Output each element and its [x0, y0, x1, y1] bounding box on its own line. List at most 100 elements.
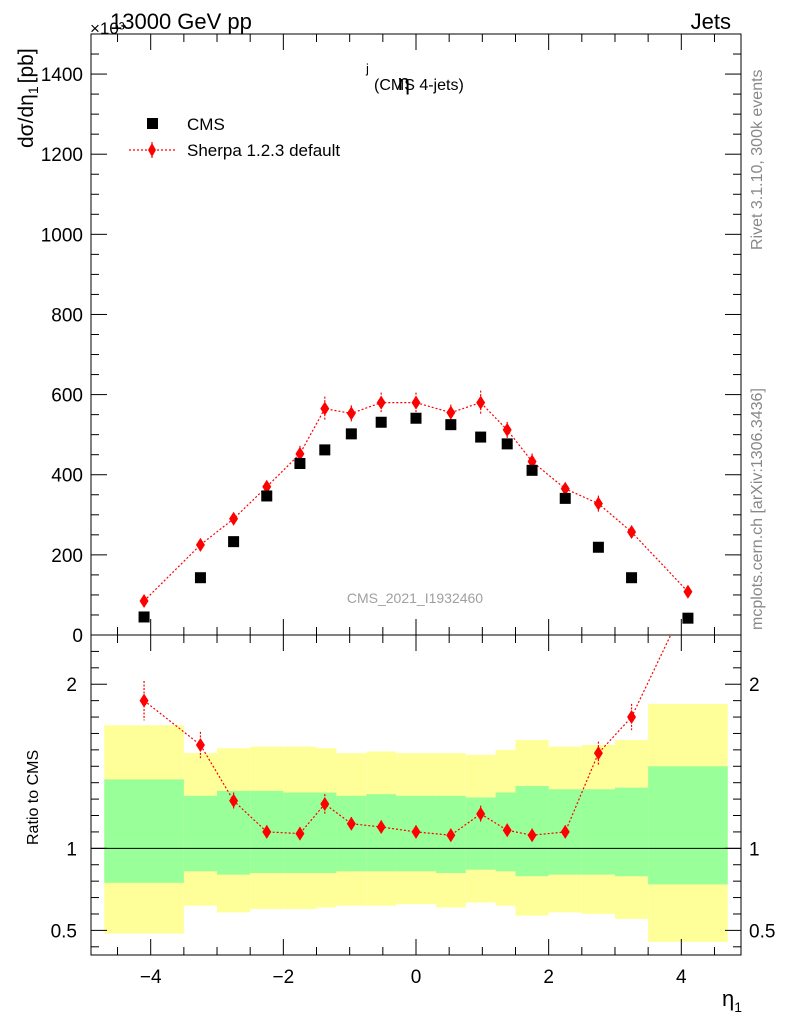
sherpa-point [593, 496, 603, 511]
ratio-band-green [648, 766, 728, 885]
ratio-sherpa-point [527, 828, 537, 843]
legend: CMS Sherpa 1.2.3 default [129, 115, 340, 160]
ratio-panel: 0.5 0.51 12 2−4 −2 0 2 4 Ratio to CMS η1 [25, 634, 775, 1015]
ratio-band-green [581, 789, 615, 875]
ratio-y-tick-label-left: 2 [66, 675, 77, 696]
ratio-y-tick-label-right: 1 [749, 839, 760, 860]
main-ylabel-text: dσ/dη [15, 94, 38, 148]
header-exponent-label: ×10³ [90, 19, 125, 38]
sherpa-point [560, 481, 570, 496]
ratio-sherpa-point [627, 710, 637, 725]
ratio-y-tick-label-right: 0.5 [749, 921, 775, 942]
cms-point [345, 428, 357, 440]
main-title-sup: j [365, 61, 369, 76]
ratio-band-green [614, 787, 649, 877]
sherpa-point [476, 395, 486, 410]
cms-point [559, 492, 571, 504]
cms-point [375, 416, 387, 428]
ratio-sherpa-point [593, 746, 603, 761]
main-panel: 200 400 600 800 1000 1200 1400 0 η j (CMS 4-jet… [15, 33, 742, 647]
ratio-y-tick-label-right: 2 [749, 675, 760, 696]
ratio-sherpa-point [229, 793, 239, 808]
ratio-band-green [183, 795, 218, 872]
main-y-tick-label: 800 [51, 305, 83, 326]
ratio-sherpa-point [446, 828, 456, 843]
ratio-sherpa-point [139, 693, 149, 708]
main-title-suffix: (CMS 4-jets) [374, 77, 464, 94]
cms-point [410, 412, 422, 424]
sherpa-point [195, 537, 205, 552]
cms-point [626, 572, 638, 584]
sherpa-point [502, 422, 512, 437]
sherpa-point [683, 584, 693, 599]
ratio-x-tick-label: −2 [273, 967, 295, 988]
cms-point [228, 536, 240, 548]
sherpa-point [346, 406, 356, 421]
ratio-ylabel: Ratio to CMS [25, 750, 42, 845]
ratio-xlabel: η1 [722, 986, 742, 1015]
legend-sherpa-label: Sherpa 1.2.3 default [187, 141, 340, 160]
sherpa-point [262, 479, 272, 494]
ratio-band-green [336, 795, 367, 872]
main-ylabel-unit: [pb] [15, 48, 38, 83]
ratio-band-green [104, 779, 184, 883]
ratio-x-tick-label: 4 [676, 967, 687, 988]
sherpa-point [229, 511, 239, 526]
header-right-label: Jets [691, 9, 731, 34]
cms-point [319, 444, 331, 456]
ratio-sherpa-point [295, 826, 305, 841]
main-y-tick-label: 1400 [41, 65, 83, 86]
ratio-x-tick-label: 0 [411, 967, 422, 988]
ratio-sherpa-point [376, 820, 386, 834]
cms-point [261, 490, 273, 502]
ratio-band-green [316, 792, 337, 873]
cms-point [138, 611, 150, 623]
ratio-sherpa-point [411, 824, 421, 839]
ratio-xlabel-text: η [722, 986, 734, 1011]
ratio-sherpa-point [346, 816, 356, 831]
ratio-x-tick-label: 2 [543, 967, 554, 988]
cms-point [445, 419, 457, 431]
legend-cms-marker [147, 118, 158, 129]
cms-point [592, 541, 604, 553]
ratio-sherpa-point [320, 797, 330, 812]
main-y-tick-label: 200 [51, 546, 83, 567]
ratio-y-tick-label-left: 1 [66, 839, 77, 860]
ratio-sherpa-point [560, 824, 570, 839]
sherpa-point [320, 401, 330, 416]
header-left-label: 13000 GeV pp [110, 9, 252, 34]
main-y-tick-label: 400 [51, 466, 83, 487]
sherpa-point [446, 405, 456, 420]
ratio-sherpa-point [262, 824, 272, 839]
main-ylabel: dσ/dη1 [pb] [15, 48, 41, 148]
main-watermark: CMS_2021_I1932460 [347, 590, 483, 606]
sherpa-line [143, 401, 689, 602]
main-y-tick-label: 1000 [41, 225, 83, 246]
sherpa-point [627, 525, 637, 540]
side-label-bottom: mcplots.cern.ch [arXiv:1306.3436] [749, 388, 766, 630]
svg-text:dσ/dη1[pb]: dσ/dη1 [pb] [15, 48, 41, 148]
sherpa-point [376, 395, 386, 410]
cms-point [475, 431, 487, 443]
ratio-sherpa-point [195, 737, 205, 752]
side-label-top: Rivet 3.1.10, 300k events [749, 69, 766, 250]
ratio-xlabel-sub: 1 [734, 999, 742, 1015]
cms-point [682, 612, 694, 624]
main-title: η [398, 70, 410, 95]
main-y-zero-label: 0 [72, 626, 83, 647]
main-ylabel-sub: 1 [25, 86, 41, 94]
main-y-tick-label: 600 [51, 386, 83, 407]
cms-point [194, 572, 206, 584]
ratio-sherpa-point [476, 806, 486, 821]
ratio-series [139, 635, 672, 843]
ratio-y-tick-label-left: 0.5 [51, 921, 77, 942]
sherpa-point [295, 446, 305, 461]
cms-point [501, 438, 513, 450]
ratio-sherpa-point [502, 823, 512, 838]
sherpa-point [411, 395, 421, 410]
cms-point [526, 464, 538, 476]
legend-cms-label: CMS [187, 115, 225, 134]
cms-point [294, 458, 306, 470]
ratio-x-tick-label: −4 [140, 967, 162, 988]
